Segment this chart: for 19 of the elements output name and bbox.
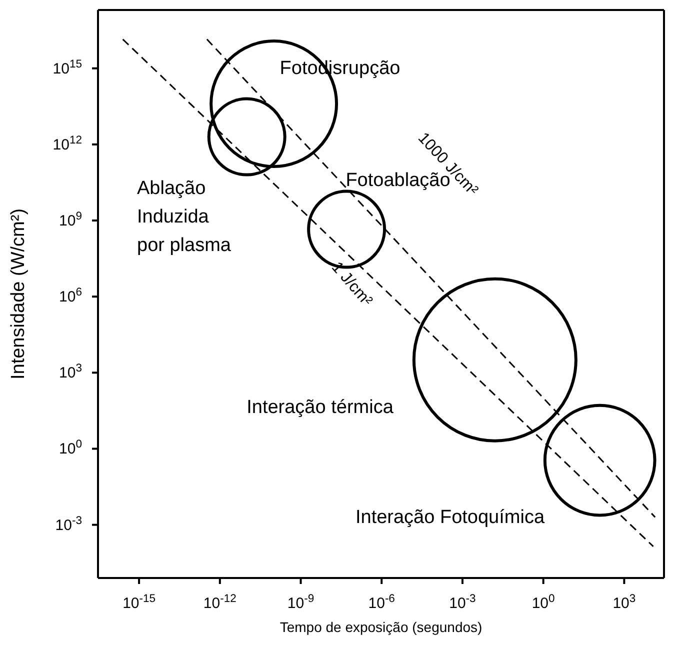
- y-tick-label: 10$^{6}$: [59, 286, 82, 306]
- x-tick-label: 10$^{3}$: [612, 593, 636, 612]
- y-tick-label: 10$^{15}$: [52, 58, 82, 78]
- x-tick-label: 10$^{-9}$: [287, 593, 314, 612]
- annotation: Ablação Induzida por plasma: [137, 178, 232, 256]
- y-tick-label: 10$^{-3}$: [55, 514, 82, 534]
- annotation: Interação Fotoquímica: [355, 506, 545, 528]
- y-tick-label: 10$^{3}$: [59, 362, 82, 382]
- annotation: Interação térmica: [246, 396, 394, 418]
- y-tick-label: 10$^{0}$: [59, 438, 82, 458]
- x-tick-label: 10$^{0}$: [532, 593, 555, 612]
- x-tick-label: 10$^{-3}$: [449, 593, 476, 612]
- x-tick-label: 10$^{-15}$: [122, 593, 156, 612]
- y-axis-title: Intensidade (W/cm²): [8, 208, 29, 380]
- y-tick-label: 10$^{9}$: [59, 210, 82, 230]
- x-axis-title: Tempo de exposição (segundos): [280, 619, 482, 635]
- x-tick-label: 10$^{-6}$: [368, 593, 395, 612]
- y-tick-label: 10$^{12}$: [52, 134, 82, 154]
- x-tick-label: 10$^{-12}$: [203, 593, 236, 612]
